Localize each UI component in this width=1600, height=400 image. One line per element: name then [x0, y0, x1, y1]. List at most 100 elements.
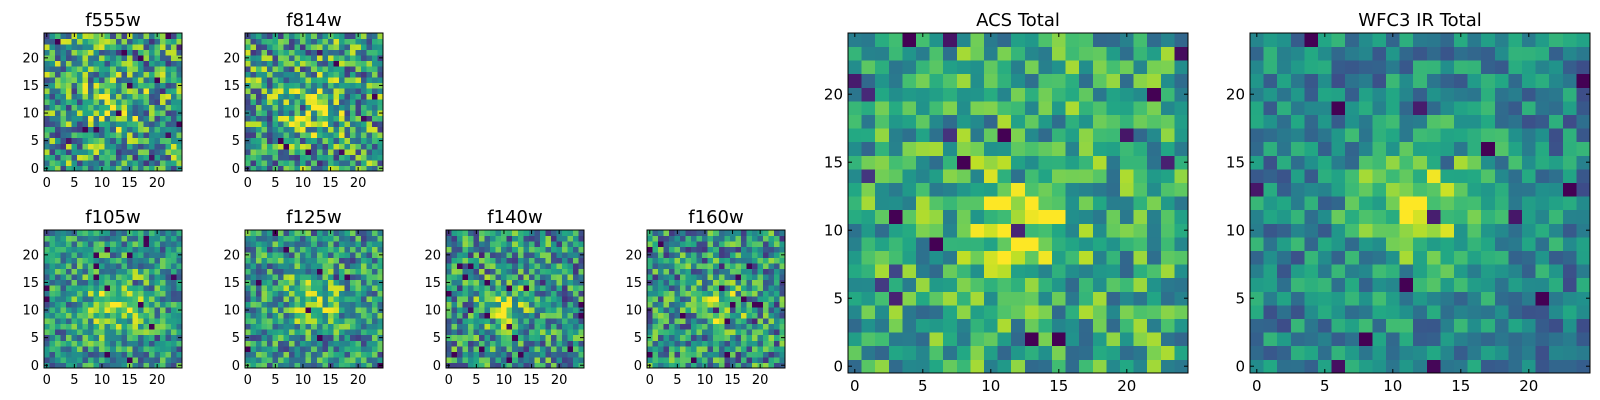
- heatmap-cell: [691, 241, 698, 247]
- heatmap-cell: [888, 264, 903, 279]
- heatmap-cell: [261, 38, 268, 45]
- heatmap-cell: [875, 128, 890, 143]
- heatmap-cell: [446, 318, 452, 325]
- heatmap-cell: [278, 121, 284, 128]
- heatmap-cell: [55, 88, 61, 95]
- heatmap-cell: [561, 362, 568, 369]
- heatmap-cell: [1106, 60, 1121, 75]
- heatmap-cell: [154, 257, 161, 264]
- heatmap-cell: [528, 334, 535, 341]
- heatmap-cell: [556, 301, 563, 308]
- heatmap-cell: [735, 362, 742, 369]
- x-tick-label: 15: [322, 176, 339, 191]
- heatmap-cell: [875, 305, 890, 319]
- heatmap-cell: [344, 93, 351, 100]
- heatmap-cell: [1263, 223, 1278, 238]
- heatmap-cell: [355, 110, 362, 117]
- heatmap-cell: [1038, 73, 1053, 88]
- heatmap-cell: [272, 88, 279, 95]
- heatmap-cell: [1024, 169, 1039, 183]
- heatmap-cell: [674, 351, 681, 358]
- heatmap-cell: [294, 60, 301, 67]
- heatmap-cell: [479, 334, 485, 341]
- heatmap-cell: [556, 323, 563, 330]
- heatmap-cell: [1263, 359, 1278, 374]
- heatmap-cell: [132, 312, 139, 319]
- heatmap-cell: [154, 38, 161, 45]
- heatmap-cell: [132, 121, 139, 128]
- heatmap-cell: [366, 279, 373, 286]
- heatmap-cell: [528, 323, 535, 330]
- heatmap-cell: [1079, 128, 1094, 143]
- x-tick-label: 10: [496, 373, 513, 388]
- heatmap-cell: [943, 33, 958, 47]
- heatmap-cell: [1454, 264, 1468, 279]
- heatmap-cell: [377, 312, 384, 319]
- heatmap-cell: [446, 345, 452, 352]
- heatmap-cell: [451, 268, 458, 275]
- heatmap-cell: [1174, 196, 1189, 211]
- heatmap-cell: [154, 121, 161, 128]
- heatmap-cell: [561, 279, 568, 286]
- heatmap-cell: [713, 257, 720, 264]
- heatmap-cell: [1549, 332, 1564, 347]
- heatmap-cell: [1413, 182, 1428, 197]
- heatmap-cell: [724, 301, 731, 308]
- heatmap-cell: [300, 132, 307, 139]
- heatmap-cell: [143, 257, 150, 264]
- heatmap-cell: [501, 329, 508, 336]
- heatmap-cell: [88, 241, 95, 247]
- heatmap-cell: [88, 154, 95, 161]
- heatmap-cell: [261, 290, 268, 297]
- heatmap-cell: [88, 235, 95, 242]
- heatmap-cell: [517, 241, 524, 247]
- heatmap-cell: [165, 334, 172, 341]
- heatmap-cell: [1454, 318, 1468, 333]
- heatmap-cell: [66, 268, 72, 275]
- heatmap-cell: [506, 274, 513, 281]
- heatmap-cell: [751, 351, 758, 358]
- heatmap-cell: [495, 252, 502, 258]
- heatmap-cell: [300, 44, 307, 50]
- heatmap-cell: [305, 154, 312, 161]
- heatmap-cell: [170, 279, 177, 286]
- heatmap-cell: [707, 263, 714, 269]
- heatmap-cell: [77, 115, 83, 122]
- heatmap-cell: [1133, 291, 1148, 306]
- heatmap-cell: [1038, 196, 1053, 211]
- heatmap-cell: [1133, 196, 1148, 211]
- heatmap-cell: [550, 307, 557, 314]
- heatmap-cell: [1331, 264, 1346, 279]
- heatmap-cell: [652, 274, 659, 281]
- heatmap-cell: [110, 241, 117, 247]
- heatmap-cell: [462, 268, 469, 275]
- heatmap-cell: [82, 93, 89, 100]
- heatmap-cell: [349, 274, 356, 281]
- heatmap-cell: [360, 110, 367, 117]
- heatmap-cell: [528, 296, 535, 303]
- heatmap-cell: [121, 318, 128, 325]
- heatmap-cell: [132, 345, 139, 352]
- heatmap-cell: [137, 312, 144, 319]
- x-tick-label: 0: [244, 373, 252, 388]
- heatmap-cell: [126, 60, 133, 67]
- heatmap-cell: [305, 263, 312, 269]
- heatmap-cell: [256, 143, 262, 150]
- heatmap-cell: [154, 132, 161, 139]
- heatmap-cell: [997, 155, 1012, 170]
- heatmap-cell: [1120, 196, 1134, 211]
- heatmap-cell: [256, 154, 262, 161]
- heatmap-cell: [545, 345, 552, 352]
- heatmap-cell: [159, 38, 166, 45]
- heatmap-cell: [916, 291, 930, 306]
- heatmap-cell: [333, 33, 340, 39]
- heatmap-cell: [875, 141, 890, 156]
- heatmap-cell: [561, 345, 568, 352]
- heatmap-cell: [66, 126, 72, 133]
- heatmap-cell: [55, 301, 61, 308]
- heatmap-cell: [468, 323, 474, 330]
- heatmap-cell: [1467, 318, 1482, 333]
- heatmap-cell: [49, 329, 56, 336]
- heatmap-cell: [1535, 223, 1550, 238]
- heatmap-cell: [71, 356, 78, 363]
